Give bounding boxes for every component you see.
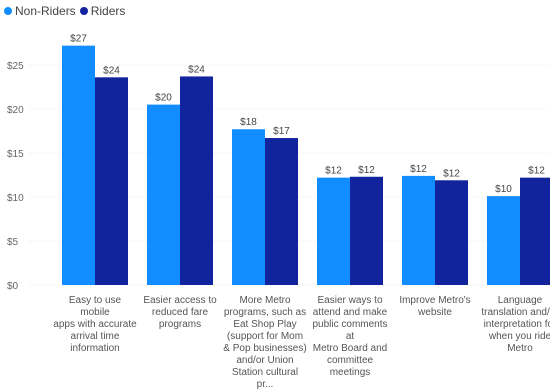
data-label: $12 — [528, 166, 545, 177]
x-category-label: Easier access to reduced fare programs — [143, 295, 217, 330]
y-tick-label: $20 — [7, 105, 24, 116]
data-label: $10 — [495, 184, 512, 195]
x-category-label: More Metro programs, such as Eat Shop Play… — [223, 295, 307, 390]
bar-non-riders-5 — [402, 175, 435, 285]
data-label: $27 — [70, 34, 87, 45]
bar-non-riders-4 — [317, 177, 350, 285]
data-label: $20 — [155, 93, 172, 104]
data-label: $12 — [325, 166, 342, 177]
bar-riders-1 — [95, 77, 128, 285]
legend-dot-non-riders — [4, 7, 12, 15]
bar-riders-6 — [520, 177, 550, 285]
bar-riders-5 — [435, 180, 468, 285]
y-tick-label: $10 — [7, 193, 24, 204]
data-label: $12 — [443, 168, 460, 179]
data-label: $12 — [358, 165, 375, 176]
data-label: $24 — [188, 64, 205, 75]
y-tick-label: $5 — [7, 237, 19, 248]
data-label: $17 — [273, 126, 290, 137]
bar-riders-4 — [350, 176, 383, 285]
bar-riders-3 — [265, 138, 298, 285]
bar-non-riders-2 — [147, 104, 180, 285]
legend-label-non-riders: Non-Riders — [15, 4, 76, 18]
x-category-label: Easy to use mobile apps with accurate arri… — [53, 295, 137, 354]
bar-riders-2 — [180, 76, 213, 285]
legend-dot-riders — [79, 7, 88, 15]
data-label: $12 — [410, 164, 427, 175]
chart-legend: Non-Riders Riders — [4, 3, 129, 19]
legend-item-riders[interactable]: Riders — [79, 4, 126, 18]
bar-chart: $0 $5 $10 $15 $20 $25 $27 $24 $20 $24 $18 $17 $12 $12… — [7, 34, 550, 292]
bar-non-riders-1 — [62, 45, 95, 285]
bar-non-riders-6 — [487, 196, 520, 285]
x-category-label: Improve Metro's website — [399, 295, 471, 318]
y-tick-label: $15 — [7, 149, 24, 160]
legend-label-riders: Riders — [90, 4, 126, 18]
bar-non-riders-3 — [232, 129, 265, 285]
y-tick-label: $25 — [7, 61, 24, 72]
legend-item-non-riders[interactable]: Non-Riders — [4, 4, 76, 18]
x-category-label: Easier ways to attend and make public comm… — [312, 295, 388, 378]
y-tick-label: $0 — [7, 281, 19, 292]
data-label: $18 — [240, 117, 257, 128]
data-label: $24 — [103, 65, 120, 76]
